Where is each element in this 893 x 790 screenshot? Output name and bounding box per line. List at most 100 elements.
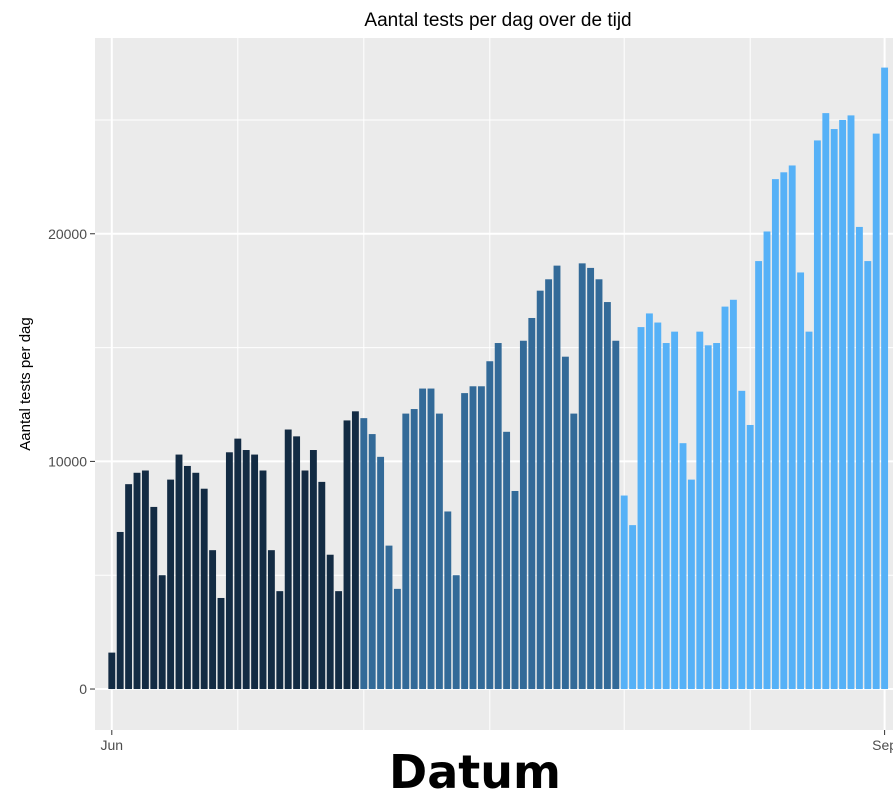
bar: [797, 272, 805, 690]
bar: [217, 597, 225, 690]
bar: [679, 443, 687, 690]
bar: [696, 331, 704, 690]
bar: [234, 438, 242, 690]
bar: [335, 591, 343, 690]
bar: [553, 265, 561, 690]
bar: [267, 550, 275, 690]
bar: [158, 575, 166, 690]
bar: [452, 575, 460, 690]
bar: [511, 490, 519, 690]
bar: [368, 434, 376, 690]
bar: [293, 436, 301, 690]
bar: [200, 488, 208, 690]
bar: [318, 481, 326, 690]
bar: [847, 115, 855, 690]
bar: [704, 345, 712, 690]
bar: [637, 327, 645, 690]
bar: [402, 413, 410, 690]
bar: [419, 388, 427, 690]
bar: [662, 343, 670, 690]
bar: [242, 450, 250, 690]
bar: [771, 179, 779, 690]
bar: [528, 317, 536, 690]
x-axis-label: Datum: [389, 745, 561, 790]
bar: [713, 343, 721, 690]
bar: [721, 306, 729, 690]
bar: [687, 479, 695, 690]
bar: [209, 550, 217, 690]
bar: [225, 452, 233, 690]
bar: [788, 165, 796, 690]
bar: [587, 267, 595, 690]
bar: [872, 133, 880, 690]
bar: [612, 340, 620, 690]
bar: [738, 390, 746, 690]
bar: [570, 413, 578, 690]
bar: [671, 331, 679, 690]
y-axis-label: Aantal tests per dag: [17, 317, 34, 450]
bar: [561, 356, 569, 690]
bar: [855, 226, 863, 690]
bar: [494, 343, 502, 690]
bar: [444, 511, 452, 690]
y-axis-ticks: 0 10000 20000: [48, 226, 95, 697]
bar: [125, 484, 133, 690]
bar: [284, 429, 292, 690]
bar: [150, 506, 158, 690]
x-tick-label: Jun: [101, 737, 124, 753]
bar: [578, 263, 586, 690]
bar: [192, 472, 200, 690]
bar: [427, 388, 435, 690]
bar: [435, 413, 443, 690]
bar: [603, 302, 611, 690]
bar: [309, 450, 317, 690]
bar: [393, 588, 401, 690]
bar: [343, 420, 351, 690]
bar: [477, 386, 485, 690]
bar: [183, 465, 191, 690]
y-tick-label: 0: [79, 681, 87, 697]
bar: [503, 431, 511, 690]
bar: [167, 479, 175, 690]
bar: [839, 119, 847, 690]
bar: [461, 393, 469, 690]
bar: [645, 313, 653, 690]
bar: [813, 140, 821, 690]
y-tick-label: 10000: [48, 453, 87, 469]
bar: [620, 495, 628, 690]
bar: [326, 554, 334, 690]
bar: [251, 454, 259, 690]
bar: [116, 531, 124, 690]
chart-title: Aantal tests per dag over de tijd: [364, 10, 631, 31]
bar: [377, 456, 385, 690]
bar: [654, 322, 662, 690]
bar: [881, 67, 889, 690]
bar: [864, 261, 872, 690]
bar: [763, 231, 771, 690]
bar: [301, 470, 309, 690]
bar: [141, 470, 149, 690]
bar: [822, 113, 830, 690]
bar: [486, 361, 494, 690]
bar: [360, 418, 368, 690]
bar: [410, 409, 418, 690]
bars-group: [108, 67, 889, 690]
bar: [519, 340, 527, 690]
x-tick-label: Sep: [872, 737, 893, 753]
bar: [536, 290, 544, 690]
bar: [276, 591, 284, 690]
bar: [351, 411, 359, 690]
bar: [469, 386, 477, 690]
bar: [385, 545, 393, 690]
bar: [259, 470, 267, 690]
bar: [780, 172, 788, 690]
bar: [108, 652, 116, 690]
x-axis-ticks: Jun Sep: [101, 730, 893, 753]
bar: [545, 279, 553, 690]
bar: [175, 454, 183, 690]
bar: [755, 261, 763, 690]
bar: [595, 279, 603, 690]
bar: [746, 424, 754, 690]
bar: [729, 299, 737, 690]
